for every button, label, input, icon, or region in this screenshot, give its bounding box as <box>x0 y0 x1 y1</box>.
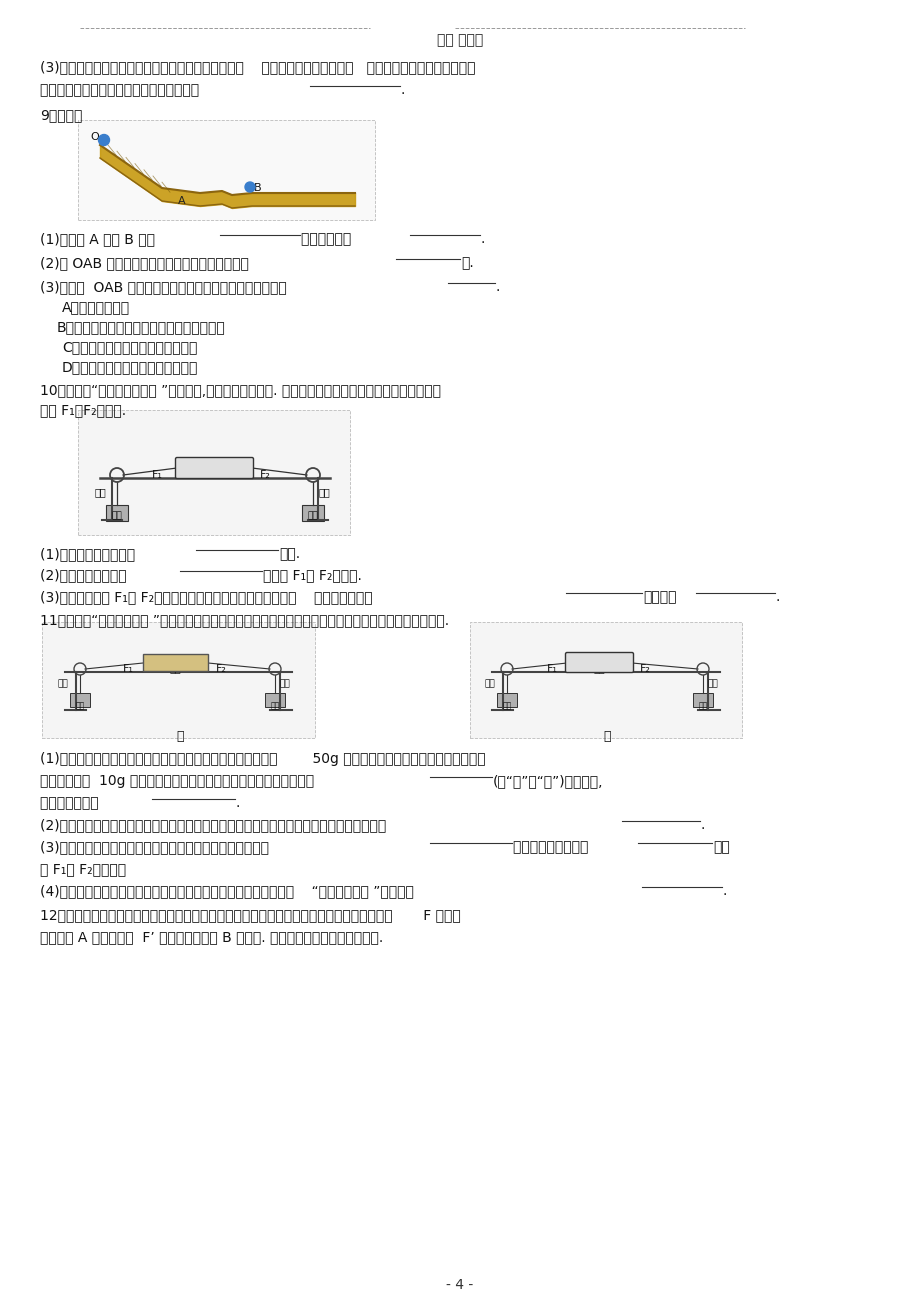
Bar <box>42 622 314 737</box>
Text: C、向右沿水平方向做匀速直线运动: C、向右沿水平方向做匀速直线运动 <box>62 340 198 354</box>
Text: 摩擦力的大小为: 摩擦力的大小为 <box>40 796 103 810</box>
Text: - 4 -: - 4 - <box>446 1278 473 1293</box>
Text: ，说明：: ，说明： <box>642 590 675 605</box>
Text: B: B <box>254 182 261 193</box>
Text: .: . <box>722 883 727 898</box>
Text: 通过实验操作，使其不再滑出木板，做法是: 通过实验操作，使其不再滑出木板，做法是 <box>40 83 216 96</box>
Text: 砝码: 砝码 <box>270 701 279 710</box>
Text: .: . <box>236 796 240 810</box>
Text: 滑轮: 滑轮 <box>58 679 69 688</box>
Text: .: . <box>481 232 485 246</box>
Text: 小车: 小车 <box>593 663 604 674</box>
Bar <box>265 693 285 708</box>
Text: (2)在 OAB 三个点的位置上，机械能最大的位置是: (2)在 OAB 三个点的位置上，机械能最大的位置是 <box>40 255 275 270</box>
Bar <box>470 622 742 737</box>
Text: 12、为探究一对相互作用力之间的大小关系，小圆和小红合作进行了如图所示的实验，她们用       F 表示弹: 12、为探究一对相互作用力之间的大小关系，小圆和小红合作进行了如图所示的实验，她… <box>40 908 460 923</box>
Text: 滑轮: 滑轮 <box>484 679 495 688</box>
Text: 甲: 甲 <box>176 730 184 743</box>
Text: 砝码: 砝码 <box>502 701 511 710</box>
Text: 滑轮: 滑轮 <box>708 679 718 688</box>
Text: 砝码: 砝码 <box>111 511 122 520</box>
Bar <box>78 410 349 536</box>
Text: (2)老师指出小红选择的实验器材更加合理，如图乙所示，选小车代替木块，对实验的好处是: (2)老师指出小红选择的实验器材更加合理，如图乙所示，选小车代替木块，对实验的好… <box>40 818 412 833</box>
Text: 9、如图：: 9、如图： <box>40 108 83 122</box>
Text: (填“右”或“左”)的摩擦力,: (填“右”或“左”)的摩擦力, <box>493 774 603 788</box>
Text: O: O <box>90 132 98 142</box>
Text: 来改变 F₁和 F₂的大小.: 来改变 F₁和 F₂的大小. <box>263 568 361 582</box>
Text: (3)小球在  OAB 运动的过程中，假设重力突然消失，物体将: (3)小球在 OAB 运动的过程中，假设重力突然消失，物体将 <box>40 280 308 294</box>
Text: 滑轮: 滑轮 <box>279 679 290 688</box>
Text: (3)实验中，保持 F₁与 F₂大小相等，用手将小车扭转一个角度，    松手后，小车将: (3)实验中，保持 F₁与 F₂大小相等，用手将小车扭转一个角度， 松手后，小车… <box>40 590 377 605</box>
Text: 11、在探究“二力平衡条件 ”的实验时，小枫、小红选择器材后，设计组装的实验装置分别如图甲、乙所示.: 11、在探究“二力平衡条件 ”的实验时，小枫、小红选择器材后，设计组装的实验装置… <box>40 612 448 627</box>
Text: .: . <box>401 83 405 96</box>
Text: 来改: 来改 <box>712 840 729 853</box>
Text: 乙: 乙 <box>603 730 610 743</box>
Bar <box>692 693 712 708</box>
Text: F₁: F₁ <box>152 470 163 480</box>
Text: 10、在探究“二力平衡的条件 ”的实验中,实验装置如图所示. 实验目的是探究小车在水平方向上所受两个: 10、在探究“二力平衡的条件 ”的实验中,实验装置如图所示. 实验目的是探究小车… <box>40 383 440 397</box>
Text: 右盘中再加入  10g 砝码时，木块仍处静止状态，这是因为木块受到向: 右盘中再加入 10g 砝码时，木块仍处静止状态，这是因为木块受到向 <box>40 774 327 788</box>
Text: 变 F₁和 F₂的大小；: 变 F₁和 F₂的大小； <box>40 863 126 876</box>
Text: 最新 科推荐: 最新 科推荐 <box>437 33 482 47</box>
Text: 运动，原因是: 运动，原因是 <box>301 232 369 246</box>
Text: 滑轮: 滑轮 <box>319 487 331 496</box>
Text: D、向右沿水平方向做加速直线运动: D、向右沿水平方向做加速直线运动 <box>62 360 199 374</box>
Text: 小车: 小车 <box>208 468 220 478</box>
Text: F₂: F₂ <box>216 665 227 674</box>
Bar <box>496 693 516 708</box>
Text: (4)小红利用此装置做实验过程中，将小车进行扭转，这是为了探究    “二力平衡条件 ”是否满足: (4)小红利用此装置做实验过程中，将小车进行扭转，这是为了探究 “二力平衡条件 … <box>40 883 418 898</box>
Text: B、向右沿水平方向做减速直线运动直至停止: B、向右沿水平方向做减速直线运动直至停止 <box>57 321 225 334</box>
Text: A、立即停止运动: A、立即停止运动 <box>62 300 130 314</box>
Text: (2)实验中，通过调整: (2)实验中，通过调整 <box>40 568 130 582</box>
Bar <box>70 693 90 708</box>
Text: 簧测力计 A 的示数，用  F’ 表示弹簧测力计 B 的示数. 通过实验她们得到下表中数据.: 簧测力计 A 的示数，用 F’ 表示弹簧测力计 B 的示数. 通过实验她们得到下… <box>40 930 383 943</box>
Bar <box>301 506 323 521</box>
Text: (3)在探究力的大小对二力平衡的影响时，利用了定滑轮能够: (3)在探究力的大小对二力平衡的影响时，利用了定滑轮能够 <box>40 840 273 853</box>
Text: .: . <box>700 818 705 833</box>
Text: (3)在实际实验中，常常发现小车或木块会滑出木板，    无法记录其滑动的距离，   在不添加实验器材的基础上，: (3)在实际实验中，常常发现小车或木块会滑出木板， 无法记录其滑动的距离， 在不… <box>40 60 475 74</box>
Text: 滑轮: 滑轮 <box>95 487 107 496</box>
Text: A: A <box>177 195 186 206</box>
Text: .: . <box>495 280 500 294</box>
Text: 砝码: 砝码 <box>75 701 85 710</box>
Text: 点.: 点. <box>460 255 473 270</box>
Circle shape <box>98 134 109 146</box>
Bar <box>78 120 375 220</box>
Text: F₁: F₁ <box>547 665 557 674</box>
Bar <box>142 654 208 671</box>
Bar <box>106 506 128 521</box>
Text: (1)小球从 A 点到 B 点做: (1)小球从 A 点到 B 点做 <box>40 232 159 246</box>
Text: 砝码: 砝码 <box>307 511 318 520</box>
Text: 砝码: 砝码 <box>698 701 707 710</box>
Text: F₁: F₁ <box>123 665 134 674</box>
FancyBboxPatch shape <box>176 457 254 478</box>
Text: 木块: 木块 <box>169 663 181 674</box>
FancyBboxPatch shape <box>565 653 633 672</box>
Circle shape <box>244 182 255 192</box>
Text: 拉力 F₁、F₂的关系.: 拉力 F₁、F₂的关系. <box>40 403 126 417</box>
Text: .: . <box>775 590 779 605</box>
Text: 的特点，并通过调整: 的特点，并通过调整 <box>513 840 592 853</box>
Text: F₂: F₂ <box>260 470 270 480</box>
Text: (1)小枫用图甲装置进行实验时发现，在左右两盘中放入质量为        50g 的砝码时，木块处于静止状态，当他在: (1)小枫用图甲装置进行实验时发现，在左右两盘中放入质量为 50g 的砝码时，木… <box>40 752 485 766</box>
Text: F₂: F₂ <box>640 665 650 674</box>
Text: (1)实验中，小车应处于: (1)实验中，小车应处于 <box>40 547 140 562</box>
Text: 状态.: 状态. <box>278 547 300 562</box>
